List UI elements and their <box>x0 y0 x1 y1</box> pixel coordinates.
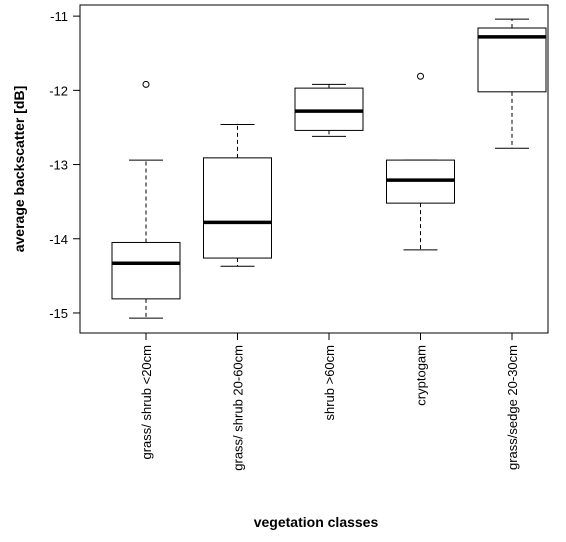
y-tick-label: -15 <box>49 306 68 321</box>
y-tick-label: -13 <box>49 158 68 173</box>
outlier <box>142 80 150 88</box>
x-tick-label: grass/sedge 20-30cm <box>505 345 520 470</box>
y-axis-title: average backscatter [dB] <box>11 86 27 253</box>
x-tick-label: cryptogam <box>414 345 429 406</box>
x-tick-label: shrub >60cm <box>322 345 337 421</box>
box <box>294 87 364 131</box>
plot-frame <box>79 4 549 334</box>
box <box>203 157 272 259</box>
box <box>111 241 181 300</box>
x-tick-label: grass/ shrub <20cm <box>139 345 154 460</box>
y-tick-label: -14 <box>49 232 68 247</box>
x-tick-label: grass/ shrub 20-60cm <box>231 345 246 471</box>
outlier <box>417 72 424 80</box>
y-tick-label: -11 <box>50 9 68 24</box>
x-axis-title: vegetation classes <box>254 514 379 530</box>
y-tick-label: -12 <box>49 83 68 98</box>
